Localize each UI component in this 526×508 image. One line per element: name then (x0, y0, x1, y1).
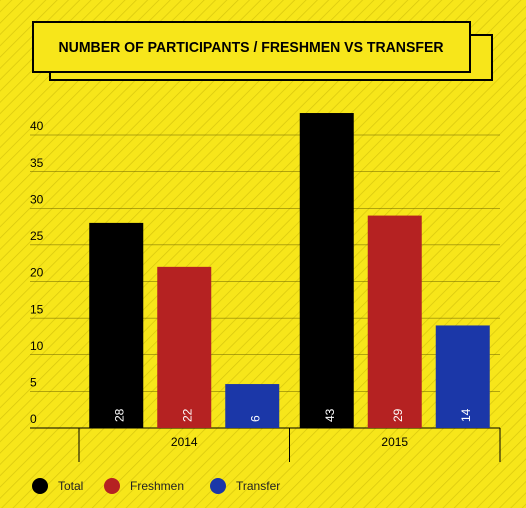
legend-marker (104, 478, 120, 494)
value-label: 43 (323, 408, 337, 422)
chart-title: NUMBER OF PARTICIPANTS / FRESHMEN VS TRA… (59, 39, 444, 56)
bar (157, 266, 212, 428)
legend-marker (32, 478, 48, 494)
bar (89, 222, 144, 428)
legend-label: Transfer (236, 479, 280, 493)
y-tick-label: 35 (30, 156, 44, 170)
x-tick-label: 2014 (171, 435, 198, 449)
y-tick-label: 5 (30, 376, 37, 390)
value-label: 28 (112, 408, 126, 422)
y-tick-label: 25 (30, 229, 44, 243)
legend-label: Total (58, 479, 83, 493)
bar (435, 325, 490, 428)
value-label: 14 (459, 408, 473, 422)
legend-marker (210, 478, 226, 494)
y-tick-label: 20 (30, 266, 44, 280)
value-label: 6 (248, 415, 262, 422)
value-label: 29 (391, 408, 405, 422)
value-label: 22 (180, 408, 194, 422)
y-tick-label: 15 (30, 302, 44, 316)
legend-label: Freshmen (130, 479, 184, 493)
title-box (32, 21, 471, 73)
x-tick-label: 2015 (381, 435, 408, 449)
bar (225, 384, 280, 428)
bar (299, 113, 354, 429)
y-tick-label: 30 (30, 192, 44, 206)
bar (367, 215, 422, 428)
y-tick-label: 10 (30, 339, 44, 353)
y-tick-label: 0 (30, 412, 37, 426)
y-tick-label: 40 (30, 119, 44, 133)
